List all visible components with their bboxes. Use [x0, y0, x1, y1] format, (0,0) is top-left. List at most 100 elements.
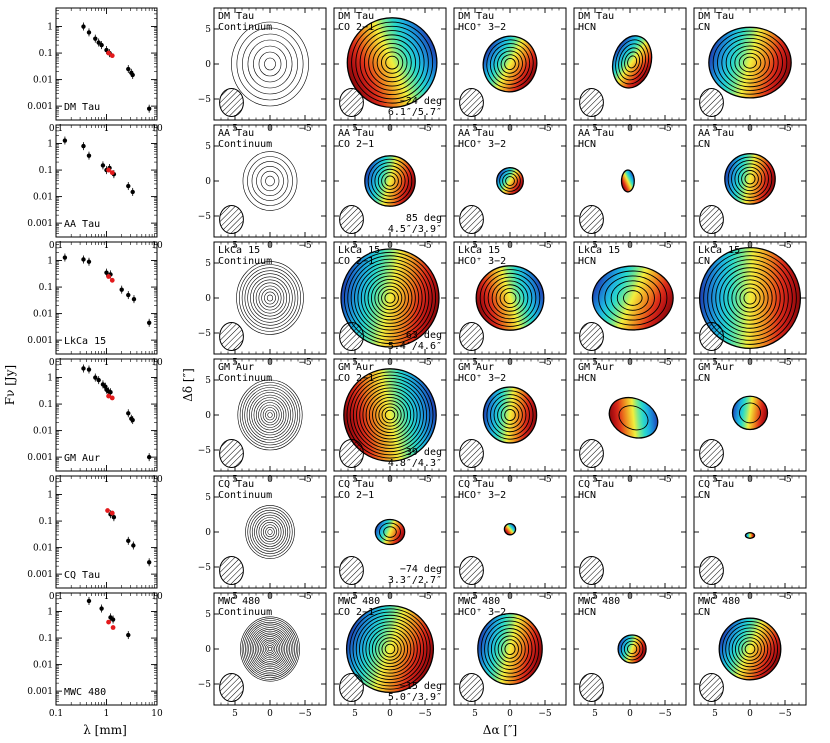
moment0-contour — [497, 401, 523, 429]
beam-ellipse — [219, 88, 244, 117]
moment1-colormap — [699, 247, 801, 349]
map-ytick-label: −5 — [198, 95, 212, 105]
continuum-contour — [266, 645, 274, 653]
map-ytick-label: 5 — [205, 142, 211, 152]
map-line-label: HCO⁺ 3−2 — [458, 22, 506, 33]
moment0-contour — [377, 285, 403, 311]
sed-point-literature — [99, 42, 104, 48]
map-ytick-label: −5 — [198, 329, 212, 339]
moment0-contour — [357, 265, 423, 331]
moment0-contour — [698, 246, 802, 350]
moment0-contour — [734, 163, 766, 195]
continuum-contour — [267, 529, 273, 535]
map-line-label: CO 2−1 — [338, 22, 374, 33]
moment0-contour — [727, 156, 773, 202]
moment0-contour — [374, 518, 406, 546]
map-source-label: CQ Tau — [458, 479, 494, 490]
beam-ellipse — [699, 322, 724, 351]
beam-ellipse — [459, 88, 484, 117]
moment0-contour — [738, 637, 762, 661]
map-source-label: GM Aur — [218, 362, 254, 373]
map-xtick-label: 0 — [747, 709, 753, 719]
continuum-contour — [261, 288, 279, 308]
beam-ellipse — [699, 439, 724, 468]
map-source-label: AA Tau — [458, 128, 494, 139]
moment1-colormap — [592, 266, 674, 330]
moment0-contour — [343, 251, 437, 345]
moment0-contour — [367, 275, 413, 321]
beam-ellipse — [219, 556, 244, 585]
moment0-contour — [621, 47, 644, 77]
moment0-contour — [381, 289, 399, 307]
moment0-contour — [708, 26, 792, 99]
moment0-contour — [611, 35, 653, 89]
beam-size-label: 5.0″/3.9″ — [388, 692, 442, 703]
continuum-contour — [264, 643, 276, 655]
map-ytick-label: 0 — [205, 411, 211, 421]
map-ytick-label: 5 — [205, 259, 211, 269]
moment0-contour — [712, 30, 788, 95]
sed-ytick-label: 0.1 — [39, 283, 53, 293]
map-source-label: AA Tau — [578, 128, 614, 139]
sed-point-literature — [130, 417, 135, 423]
map-line-label: HCO⁺ 3−2 — [458, 607, 506, 618]
sed-ytick-label: 1 — [47, 23, 53, 33]
sed-ytick-label: 0.01 — [33, 661, 53, 671]
moment0-contour — [503, 291, 517, 305]
moment0-contour — [381, 640, 399, 658]
continuum-contour — [244, 387, 296, 443]
moment0-contour — [717, 34, 783, 91]
moment0-contour — [480, 616, 540, 682]
map-xtick-label: −5 — [658, 709, 672, 719]
sed-point-literature — [131, 296, 137, 302]
map-content — [339, 155, 416, 234]
moment0-contour — [604, 275, 662, 321]
continuum-contour — [242, 151, 298, 211]
beam-ellipse — [579, 88, 604, 117]
map-source-label: AA Tau — [338, 128, 374, 139]
map-xtick-label: 0 — [267, 709, 273, 719]
continuum-contour — [265, 409, 275, 421]
sed-ytick-label: 1 — [47, 608, 53, 618]
continuum-contour — [236, 27, 304, 101]
sed-point-literature — [86, 259, 92, 264]
moment1-colormap — [343, 368, 437, 462]
sed-point-this-work — [106, 393, 111, 399]
moment0-contour — [484, 620, 536, 678]
moment0-contour — [347, 255, 433, 341]
map-source-label: CQ Tau — [338, 479, 374, 490]
moment0-contour — [345, 604, 435, 694]
map-line-label: CO 2−1 — [338, 373, 374, 384]
moment0-contour — [623, 640, 641, 658]
moment0-contour — [379, 522, 401, 542]
map-content — [579, 169, 635, 234]
sed-source-label: AA Tau — [64, 219, 100, 230]
beam-ellipse — [219, 439, 244, 468]
map-line-label: HCO⁺ 3−2 — [458, 373, 506, 384]
beam-ellipse — [459, 205, 484, 234]
map-line-label: CN — [698, 373, 710, 384]
beam-ellipse — [339, 673, 364, 702]
map-xtick-label: 5 — [472, 709, 478, 719]
map-line-label: Continuum — [218, 373, 272, 384]
beam-size-label: 4.5″/3.9″ — [388, 224, 442, 235]
map-content — [699, 153, 776, 234]
sed-point-literature — [146, 454, 152, 460]
moment1-colormap — [732, 396, 768, 430]
beam-ellipse — [339, 205, 364, 234]
moment0-contour — [381, 172, 399, 190]
moment1-colormap — [719, 618, 781, 680]
map-xtick-label: −5 — [538, 709, 552, 719]
sed-point-this-work — [109, 170, 115, 176]
sed-point-literature — [126, 538, 131, 544]
map-line-label: CO 2−1 — [338, 256, 374, 267]
